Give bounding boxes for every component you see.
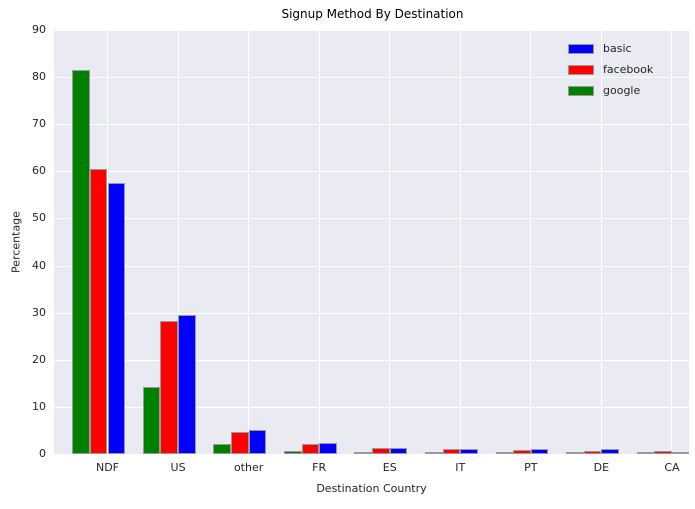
y-tick-label: 90 <box>32 23 46 36</box>
legend-item-facebook: facebook <box>568 59 653 80</box>
bar-google-DE <box>566 452 584 454</box>
bar-facebook-US <box>160 321 179 454</box>
legend-swatch-basic <box>568 43 594 54</box>
bar-basic-IT <box>460 448 478 454</box>
y-tick-label: 60 <box>32 164 46 178</box>
bar-google-CA <box>636 452 655 454</box>
legend: basic facebook google <box>568 38 653 101</box>
gridline-vertical <box>600 30 602 454</box>
x-tick-label-ES: ES <box>382 461 397 474</box>
legend-label-basic: basic <box>603 42 632 55</box>
gridline-horizontal <box>54 124 689 126</box>
y-tick-label: 70 <box>32 117 46 131</box>
legend-swatch-facebook <box>568 64 594 75</box>
legend-label-facebook: facebook <box>603 63 654 76</box>
x-tick-label-other: other <box>233 461 264 474</box>
x-tick-label-IT: IT <box>455 461 466 474</box>
bar-basic-ES <box>389 447 408 454</box>
x-axis-label: Destination Country <box>316 482 427 495</box>
bar-basic-PT <box>530 448 549 454</box>
gridline-vertical <box>530 30 532 454</box>
x-tick-label-US: US <box>170 461 186 474</box>
gridline-vertical <box>318 30 320 454</box>
bar-google-IT <box>425 452 443 454</box>
bar-facebook-IT <box>442 448 461 454</box>
plot-area <box>54 30 689 454</box>
bar-google-NDF <box>72 70 90 454</box>
legend-swatch-google <box>568 85 594 96</box>
gridline-vertical <box>177 30 179 454</box>
x-tick-label-PT: PT <box>524 461 538 474</box>
bar-google-ES <box>354 452 373 454</box>
bar-basic-other <box>248 430 267 454</box>
gridline-horizontal <box>54 265 689 267</box>
x-tick-label-NDF: NDF <box>95 461 120 474</box>
y-tick-label: 0 <box>39 447 46 460</box>
bar-google-PT <box>495 452 514 454</box>
y-tick-label: 40 <box>32 258 46 272</box>
x-tick-label-FR: FR <box>312 461 327 474</box>
x-tick-label-DE: DE <box>593 461 610 474</box>
legend-label-google: google <box>603 84 641 97</box>
gridline-vertical <box>248 30 250 454</box>
legend-item-basic: basic <box>568 38 653 59</box>
bar-google-US <box>142 386 161 454</box>
gridline-vertical <box>459 30 461 454</box>
gridline-horizontal <box>54 171 689 173</box>
gridline-horizontal <box>54 312 689 314</box>
y-tick-label: 20 <box>32 352 46 366</box>
bar-google-other <box>213 443 231 454</box>
gridline-horizontal <box>54 77 689 79</box>
gridline-horizontal <box>54 30 689 31</box>
bar-basic-CA <box>671 451 689 454</box>
bar-facebook-DE <box>583 450 602 454</box>
bar-basic-NDF <box>107 183 126 454</box>
bar-google-FR <box>283 451 302 454</box>
gridline-horizontal <box>54 218 689 220</box>
y-tick-label: 10 <box>32 399 46 413</box>
chart-title: Signup Method By Destination <box>281 7 464 21</box>
gridline-vertical <box>389 30 391 454</box>
bar-basic-US <box>178 314 196 454</box>
bar-facebook-FR <box>301 443 320 454</box>
gridline-horizontal <box>54 406 689 408</box>
gridline-vertical <box>671 30 673 454</box>
bar-basic-DE <box>601 449 619 454</box>
bar-basic-FR <box>319 442 337 454</box>
bar-facebook-ES <box>372 448 390 454</box>
bar-facebook-NDF <box>89 168 108 454</box>
y-tick-label: 50 <box>32 211 46 225</box>
bar-facebook-other <box>230 432 249 454</box>
gridline-horizontal <box>54 359 689 361</box>
x-tick-label-CA: CA <box>664 461 680 474</box>
legend-item-google: google <box>568 80 653 101</box>
y-tick-label: 30 <box>32 305 46 319</box>
bar-facebook-PT <box>513 450 531 454</box>
bar-facebook-CA <box>654 451 672 454</box>
y-tick-label: 80 <box>32 70 46 84</box>
